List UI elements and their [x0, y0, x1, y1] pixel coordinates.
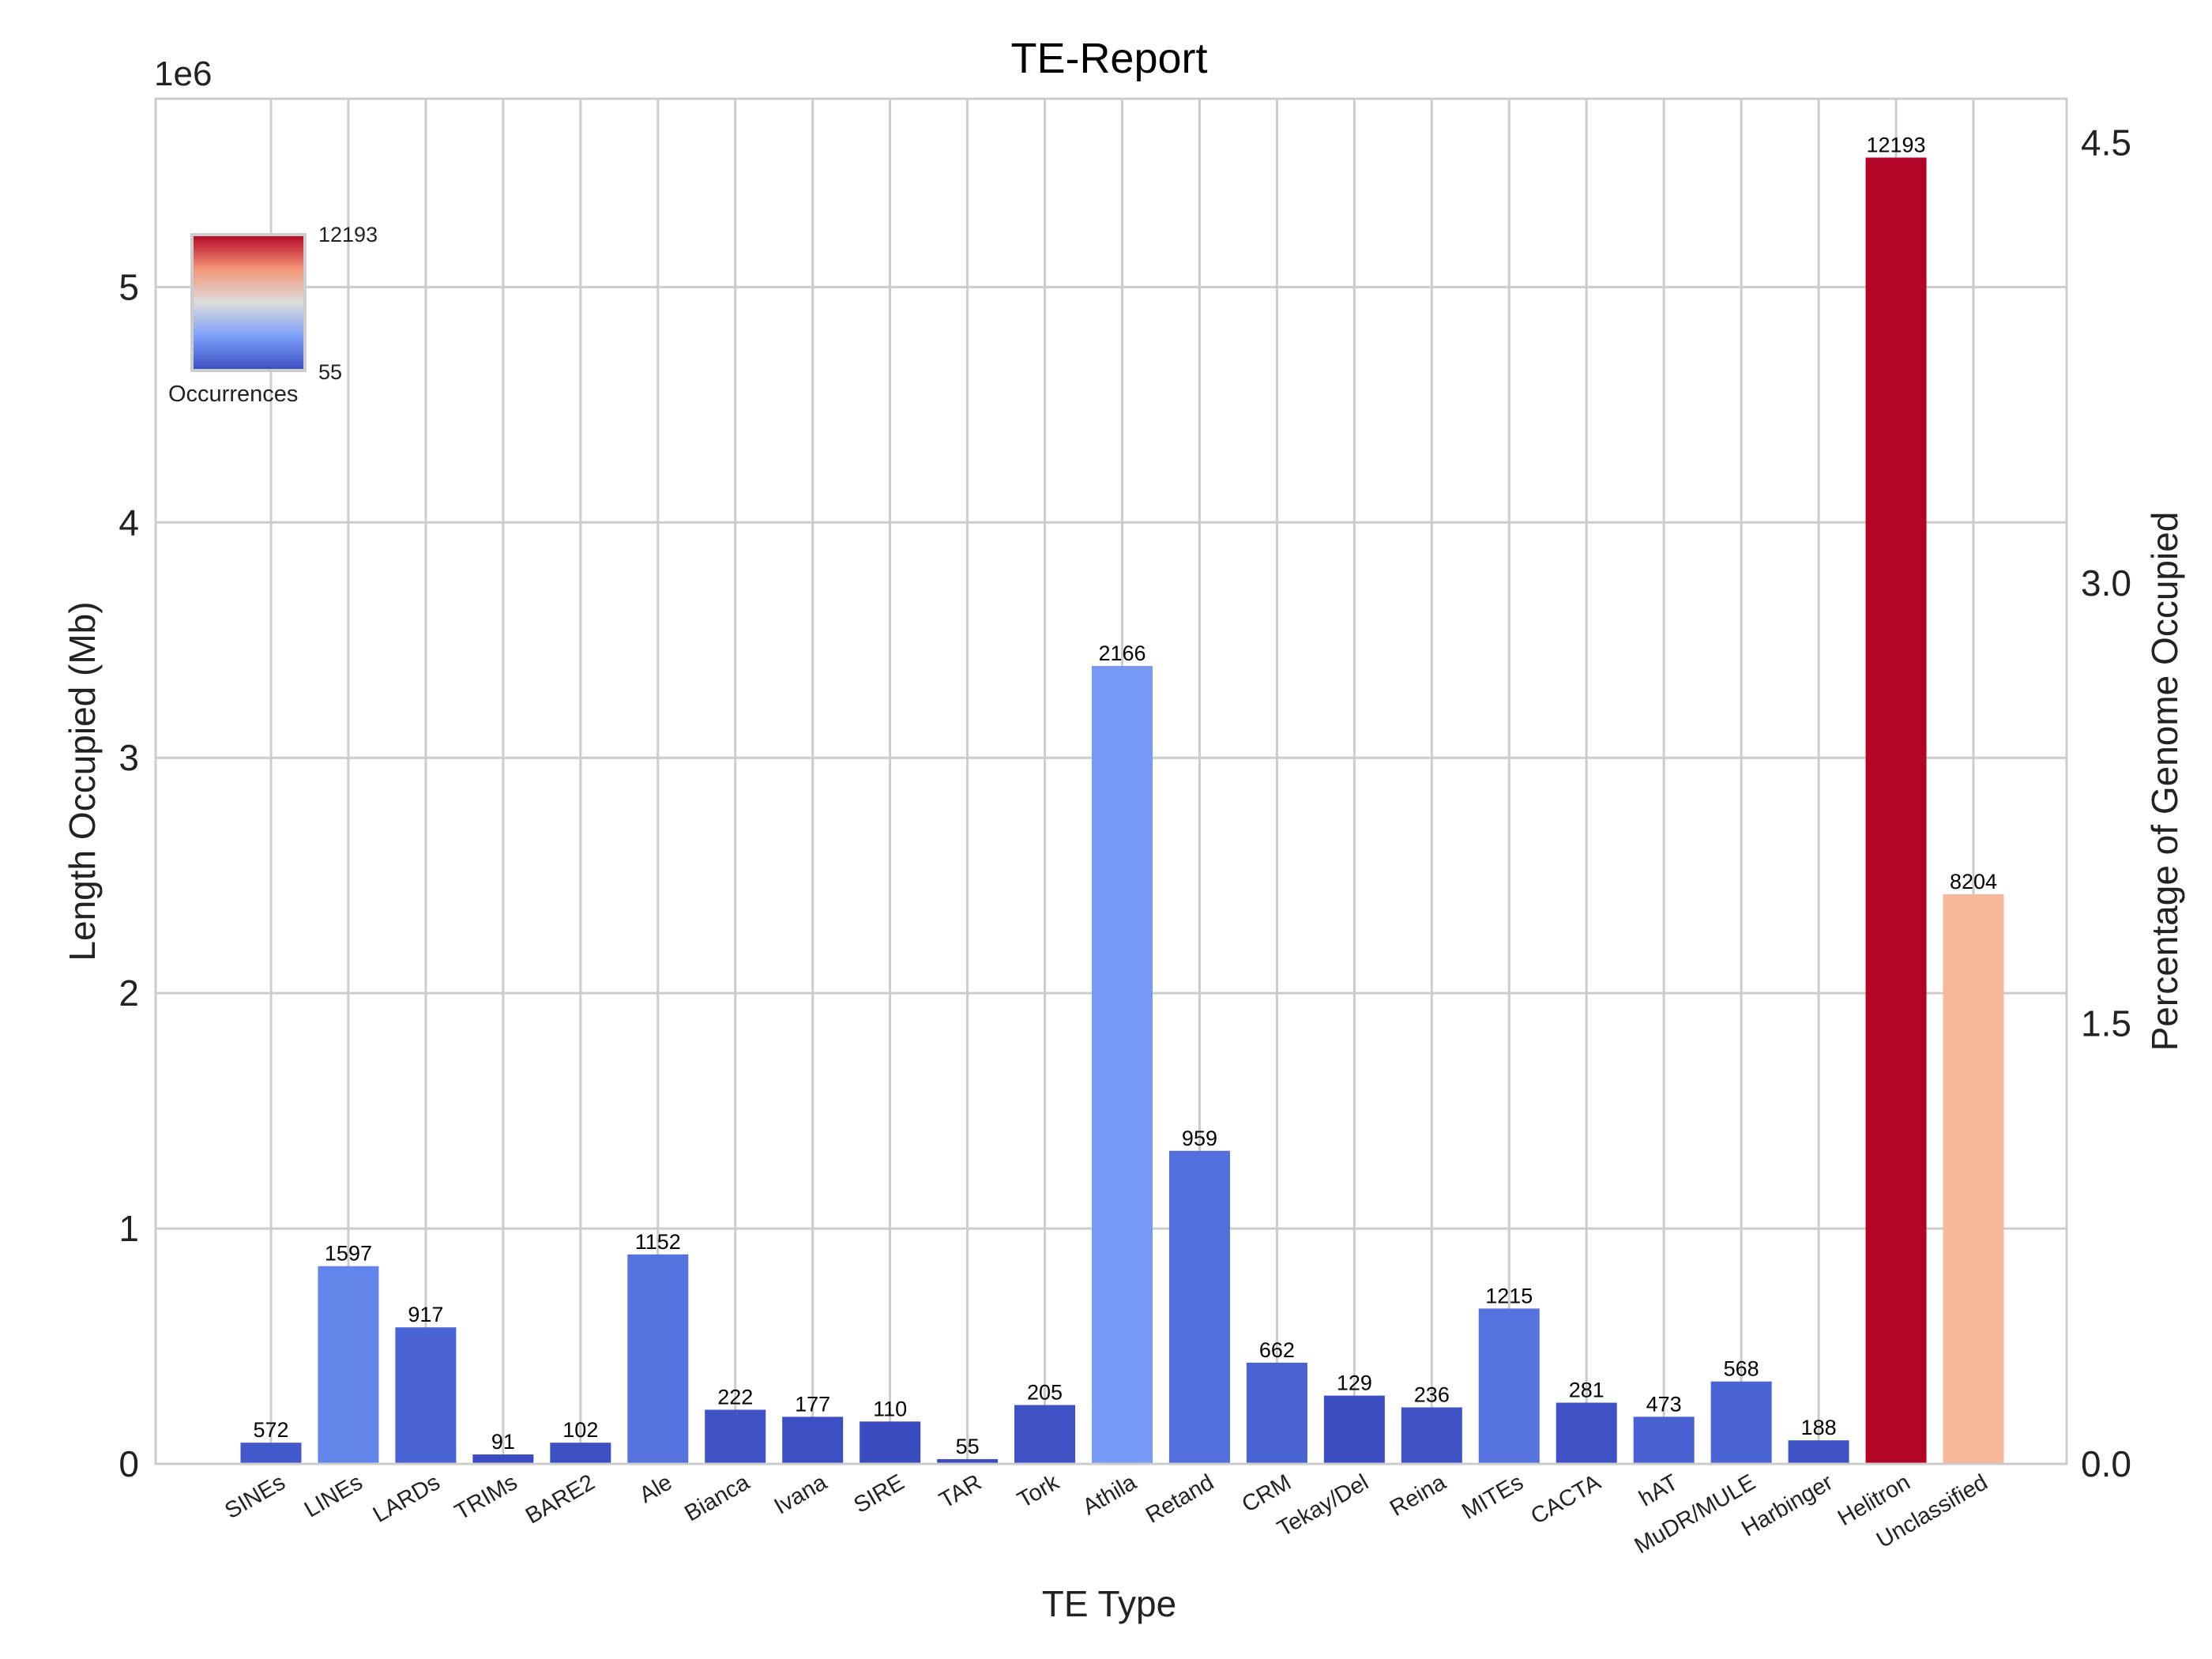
- bar-data-label: 236: [1414, 1382, 1450, 1406]
- x-tick-label: hAT: [1635, 1469, 1682, 1511]
- x-tick-label: TRIMs: [450, 1469, 521, 1525]
- y2-tick-label: 4.5: [2081, 122, 2131, 164]
- y-tick-label: 3: [118, 737, 139, 778]
- bar-data-label: 572: [253, 1418, 288, 1442]
- bar-data-label: 1215: [1485, 1284, 1533, 1307]
- bar-data-label: 662: [1259, 1338, 1295, 1362]
- x-axis-label: TE Type: [1042, 1583, 1176, 1624]
- bar-labels: 572 1597 917 91 102 1152 222 177 110 55 205 2166 959…: [253, 133, 1997, 1458]
- colorbar-min-label: 55: [318, 360, 342, 384]
- bar: [1323, 1395, 1385, 1464]
- y2-tick-label: 1.5: [2081, 1003, 2131, 1044]
- bar-data-label: 1152: [635, 1230, 681, 1254]
- bar: [1788, 1440, 1849, 1464]
- bar: [1633, 1416, 1695, 1464]
- y2-axis-label: Percentage of Genome Occupied: [2144, 512, 2185, 1051]
- x-tick-label: SINEs: [220, 1469, 289, 1524]
- bar-data-label: 91: [491, 1430, 515, 1454]
- x-tick-label: Reina: [1386, 1469, 1450, 1522]
- colorbar: 12193 55 Occurrences: [168, 223, 378, 407]
- bar: [860, 1421, 921, 1464]
- bar-data-label: 8204: [1950, 870, 1997, 893]
- bar: [1168, 1150, 1230, 1464]
- x-tick-label: TAR: [935, 1469, 986, 1514]
- bar-data-label: 568: [1724, 1357, 1759, 1381]
- x-tick-label: LINEs: [300, 1469, 367, 1522]
- y2-tick-label: 3.0: [2081, 562, 2131, 604]
- bar: [1092, 666, 1153, 1464]
- x-tick-label: MITEs: [1458, 1469, 1528, 1525]
- x-tick-label: Ivana: [770, 1469, 832, 1520]
- plot-frame: [154, 97, 2068, 1465]
- bar: [1401, 1407, 1462, 1464]
- bar-data-label: 917: [408, 1303, 443, 1326]
- bar-data-label: 110: [873, 1397, 907, 1420]
- bar-data-label: 55: [956, 1435, 980, 1458]
- bar-data-label: 129: [1337, 1371, 1372, 1395]
- bar-data-label: 102: [562, 1418, 598, 1442]
- y2-axis-ticks: 0.0 1.5 3.0 4.5: [2081, 122, 2131, 1484]
- bar: [1556, 1402, 1617, 1464]
- x-tick-label: SIRE: [850, 1469, 909, 1518]
- y-tick-label: 2: [118, 972, 139, 1014]
- bar-data-label: 959: [1182, 1127, 1217, 1150]
- x-tick-label: BARE2: [521, 1469, 599, 1529]
- y-tick-label: 4: [118, 502, 139, 543]
- bar-data-label: 205: [1027, 1381, 1063, 1405]
- x-tick-label: Athila: [1078, 1469, 1142, 1520]
- bar-data-label: 12193: [1866, 133, 1925, 156]
- bar: [1865, 157, 1927, 1464]
- x-tick-label: LARDs: [369, 1469, 445, 1528]
- bar: [472, 1454, 534, 1464]
- bar-data-label: 2166: [1098, 641, 1146, 665]
- bar: [550, 1443, 611, 1464]
- bar-data-label: 281: [1569, 1379, 1604, 1402]
- bar: [240, 1443, 302, 1464]
- bar-data-label: 1597: [325, 1242, 372, 1266]
- x-tick-label: CACTA: [1526, 1469, 1605, 1529]
- x-tick-label: Bianca: [680, 1469, 754, 1526]
- x-tick-label: Retand: [1142, 1469, 1218, 1528]
- bar: [937, 1459, 999, 1464]
- y-tick-label: 5: [118, 266, 139, 307]
- x-tick-label: Tork: [1014, 1469, 1064, 1513]
- bar: [627, 1254, 689, 1464]
- bars: [240, 157, 2004, 1464]
- y-offset-label: 1e6: [154, 55, 212, 93]
- x-tick-label: Ale: [635, 1469, 676, 1508]
- bar-data-label: 473: [1646, 1392, 1682, 1416]
- y-axis-label: Length Occupied (Mb): [62, 601, 103, 961]
- bar: [395, 1327, 457, 1464]
- y2-tick-label: 0.0: [2081, 1443, 2131, 1484]
- colorbar-label: Occurrences: [168, 382, 298, 407]
- bar: [1710, 1381, 1772, 1464]
- colorbar-gradient: [190, 233, 307, 372]
- y-tick-label: 0: [118, 1443, 139, 1484]
- bar: [705, 1409, 766, 1464]
- x-tick-label: CRM: [1238, 1469, 1296, 1518]
- y-axis-ticks: 0 1 2 3 4 5: [118, 266, 139, 1484]
- bar: [782, 1416, 844, 1464]
- bar: [1943, 894, 2004, 1464]
- bar: [1246, 1362, 1307, 1464]
- x-axis-ticks: SINEs LINEs LARDs TRIMs BARE2 Ale Bianca Ivana S…: [220, 1469, 1992, 1559]
- bar-data-label: 188: [1801, 1416, 1837, 1439]
- bar-data-label: 222: [717, 1385, 753, 1409]
- bar: [1014, 1405, 1076, 1464]
- colorbar-max-label: 12193: [318, 223, 378, 246]
- bar: [318, 1266, 379, 1464]
- chart-title: TE-Report: [1010, 35, 1207, 82]
- bar: [1478, 1308, 1540, 1464]
- y-tick-label: 1: [118, 1208, 139, 1249]
- bar-data-label: 177: [795, 1392, 830, 1416]
